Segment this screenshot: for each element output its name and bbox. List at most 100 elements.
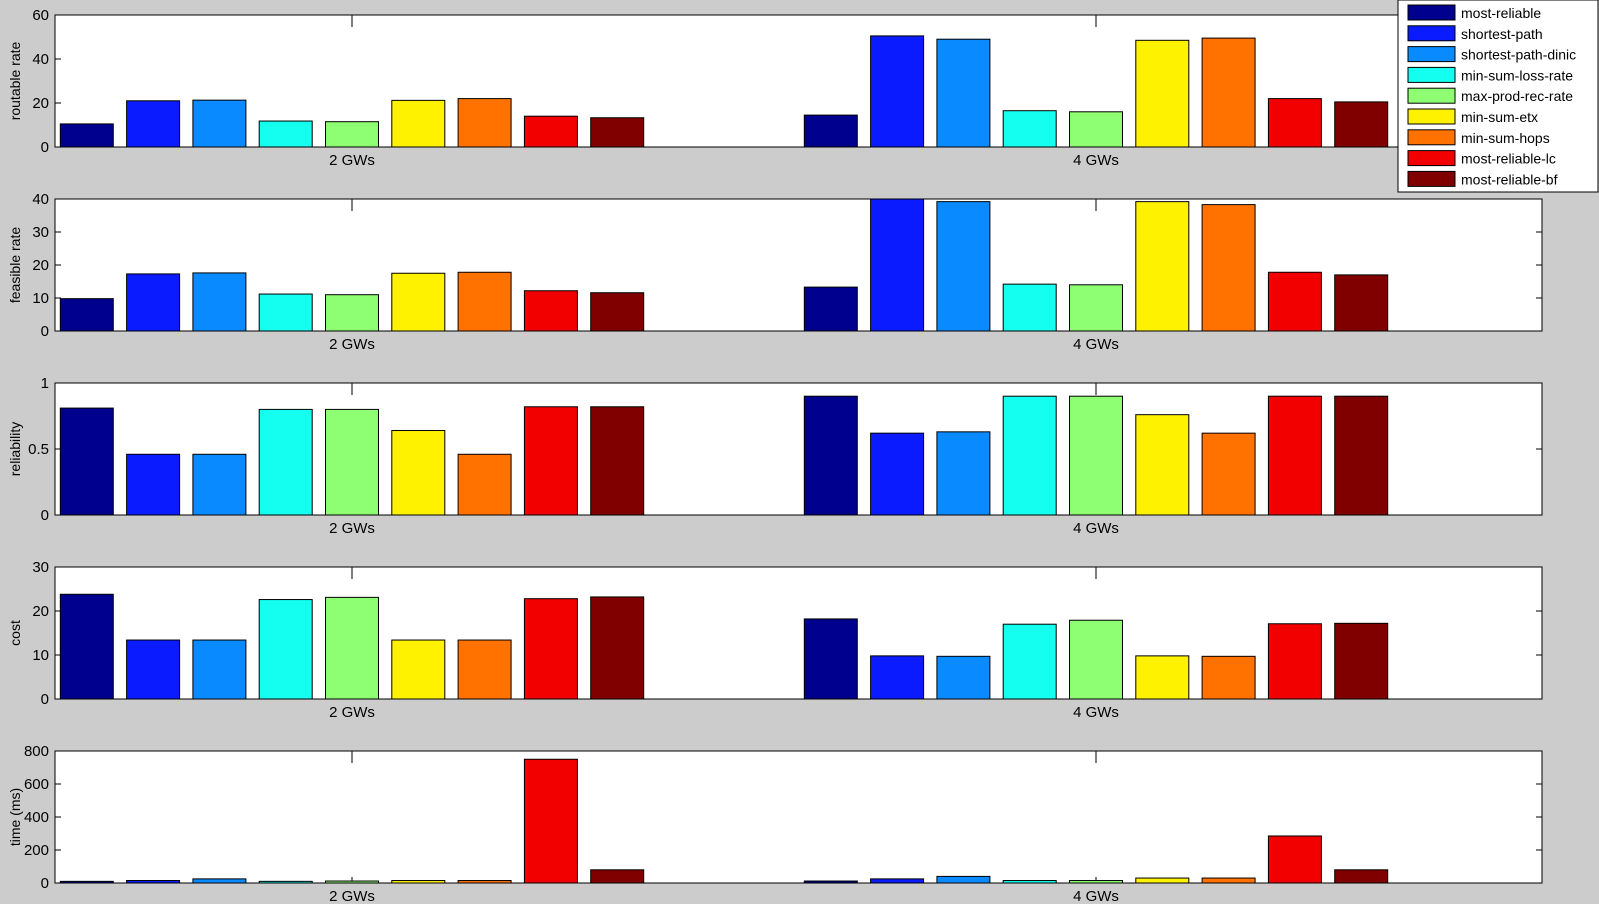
- y-tick-label: 60: [32, 7, 49, 24]
- x-category-label: 4 GWs: [1073, 888, 1119, 904]
- bar-most-reliable-bf-1: [591, 407, 644, 515]
- bar-min-sum-loss-rate-2: [1003, 624, 1056, 699]
- bar-most-reliable-lc-2: [1268, 624, 1321, 699]
- x-category-label: 4 GWs: [1073, 152, 1119, 169]
- bar-min-sum-hops-2: [1202, 656, 1255, 699]
- x-category-label: 2 GWs: [329, 704, 375, 721]
- chart-panel-1: 0204060routable rate2 GWs4 GWs: [7, 7, 1542, 169]
- bar-shortest-path-2: [871, 36, 924, 147]
- bar-min-sum-etx-2: [1136, 656, 1189, 699]
- legend-swatch-shortest-path-dinic: [1408, 47, 1455, 62]
- bar-min-sum-loss-rate-2: [1003, 111, 1056, 147]
- legend-label-most-reliable-lc: most-reliable-lc: [1461, 151, 1556, 167]
- bar-most-reliable-1: [60, 408, 113, 515]
- bar-most-reliable-lc-2: [1268, 99, 1321, 147]
- y-axis-label: time (ms): [7, 788, 23, 846]
- bar-most-reliable-lc-1: [524, 407, 577, 515]
- bar-min-sum-loss-rate-1: [259, 121, 312, 147]
- legend-swatch-max-prod-rec-rate: [1408, 88, 1455, 103]
- y-tick-label: 40: [32, 191, 49, 208]
- y-tick-label: 0: [41, 139, 49, 156]
- bar-most-reliable-1: [60, 124, 113, 147]
- bar-min-sum-etx-2: [1136, 202, 1189, 331]
- bar-shortest-path-1: [127, 640, 180, 699]
- bar-shortest-path-2: [871, 879, 924, 883]
- legend-swatch-min-sum-loss-rate: [1408, 67, 1455, 82]
- legend-label-max-prod-rec-rate: max-prod-rec-rate: [1461, 88, 1573, 104]
- bar-min-sum-hops-2: [1202, 38, 1255, 147]
- y-tick-label: 30: [32, 559, 49, 576]
- bar-most-reliable-bf-2: [1335, 102, 1388, 147]
- x-category-label: 4 GWs: [1073, 520, 1119, 537]
- bar-max-prod-rec-rate-1: [326, 597, 379, 699]
- bar-most-reliable-bf-1: [591, 597, 644, 699]
- bar-min-sum-etx-1: [392, 273, 445, 331]
- bar-most-reliable-lc-2: [1268, 396, 1321, 515]
- bar-min-sum-loss-rate-1: [259, 881, 312, 883]
- bar-shortest-path-dinic-1: [193, 879, 246, 883]
- x-category-label: 4 GWs: [1073, 704, 1119, 721]
- y-tick-label: 40: [32, 51, 49, 68]
- bar-shortest-path-dinic-1: [193, 454, 246, 515]
- bar-shortest-path-dinic-1: [193, 100, 246, 147]
- bar-shortest-path-1: [127, 454, 180, 515]
- y-axis-label: feasible rate: [7, 227, 23, 303]
- bar-shortest-path-1: [127, 101, 180, 147]
- legend-swatch-most-reliable: [1408, 5, 1455, 20]
- bar-shortest-path-dinic-2: [937, 39, 990, 147]
- y-tick-label: 0: [41, 323, 49, 340]
- bar-max-prod-rec-rate-2: [1070, 396, 1123, 515]
- legend-label-most-reliable: most-reliable: [1461, 5, 1541, 21]
- chart-panel-4: 0102030cost2 GWs4 GWs: [7, 559, 1542, 721]
- bar-min-sum-etx-1: [392, 100, 445, 147]
- y-tick-label: 0: [41, 691, 49, 708]
- x-category-label: 2 GWs: [329, 888, 375, 904]
- bar-most-reliable-lc-1: [524, 759, 577, 883]
- y-axis-label: reliability: [7, 422, 23, 476]
- bar-shortest-path-dinic-2: [937, 876, 990, 883]
- legend-label-most-reliable-bf: most-reliable-bf: [1461, 171, 1558, 187]
- bar-min-sum-etx-1: [392, 431, 445, 515]
- bar-most-reliable-bf-1: [591, 870, 644, 883]
- y-tick-label: 800: [24, 743, 49, 760]
- bar-most-reliable-2: [804, 619, 857, 699]
- bar-max-prod-rec-rate-1: [326, 409, 379, 515]
- bar-min-sum-hops-2: [1202, 433, 1255, 515]
- bar-max-prod-rec-rate-2: [1070, 112, 1123, 147]
- y-axis-label: routable rate: [7, 41, 23, 120]
- y-tick-label: 600: [24, 776, 49, 793]
- bar-max-prod-rec-rate-1: [326, 295, 379, 331]
- chart-panel-5: 0200400600800time (ms)2 GWs4 GWs: [7, 743, 1542, 904]
- y-tick-label: 30: [32, 224, 49, 241]
- bar-most-reliable-lc-2: [1268, 272, 1321, 331]
- y-axis-label: cost: [7, 620, 23, 646]
- y-tick-label: 1: [41, 375, 49, 392]
- bar-most-reliable-lc-2: [1268, 836, 1321, 883]
- bar-most-reliable-lc-1: [524, 291, 577, 331]
- bar-min-sum-etx-2: [1136, 40, 1189, 147]
- bar-min-sum-loss-rate-2: [1003, 396, 1056, 515]
- y-tick-label: 400: [24, 809, 49, 826]
- bar-most-reliable-1: [60, 299, 113, 331]
- bar-shortest-path-2: [871, 656, 924, 699]
- y-tick-label: 0.5: [28, 441, 49, 458]
- bar-max-prod-rec-rate-1: [326, 122, 379, 147]
- bar-shortest-path-dinic-2: [937, 202, 990, 331]
- legend-swatch-min-sum-hops: [1408, 130, 1455, 145]
- bar-shortest-path-dinic-1: [193, 273, 246, 331]
- bar-min-sum-hops-1: [458, 99, 511, 147]
- bar-most-reliable-bf-1: [591, 293, 644, 331]
- y-tick-label: 0: [41, 875, 49, 892]
- x-category-label: 4 GWs: [1073, 336, 1119, 353]
- bar-max-prod-rec-rate-1: [326, 881, 379, 883]
- bar-most-reliable-bf-2: [1335, 870, 1388, 883]
- bar-most-reliable-2: [804, 287, 857, 331]
- bar-min-sum-loss-rate-1: [259, 600, 312, 699]
- bar-most-reliable-bf-1: [591, 118, 644, 147]
- bar-min-sum-hops-2: [1202, 205, 1255, 331]
- bar-min-sum-hops-2: [1202, 878, 1255, 883]
- chart-panel-3: 00.51reliability2 GWs4 GWs: [7, 375, 1542, 537]
- bar-most-reliable-2: [804, 881, 857, 883]
- bar-min-sum-etx-1: [392, 881, 445, 883]
